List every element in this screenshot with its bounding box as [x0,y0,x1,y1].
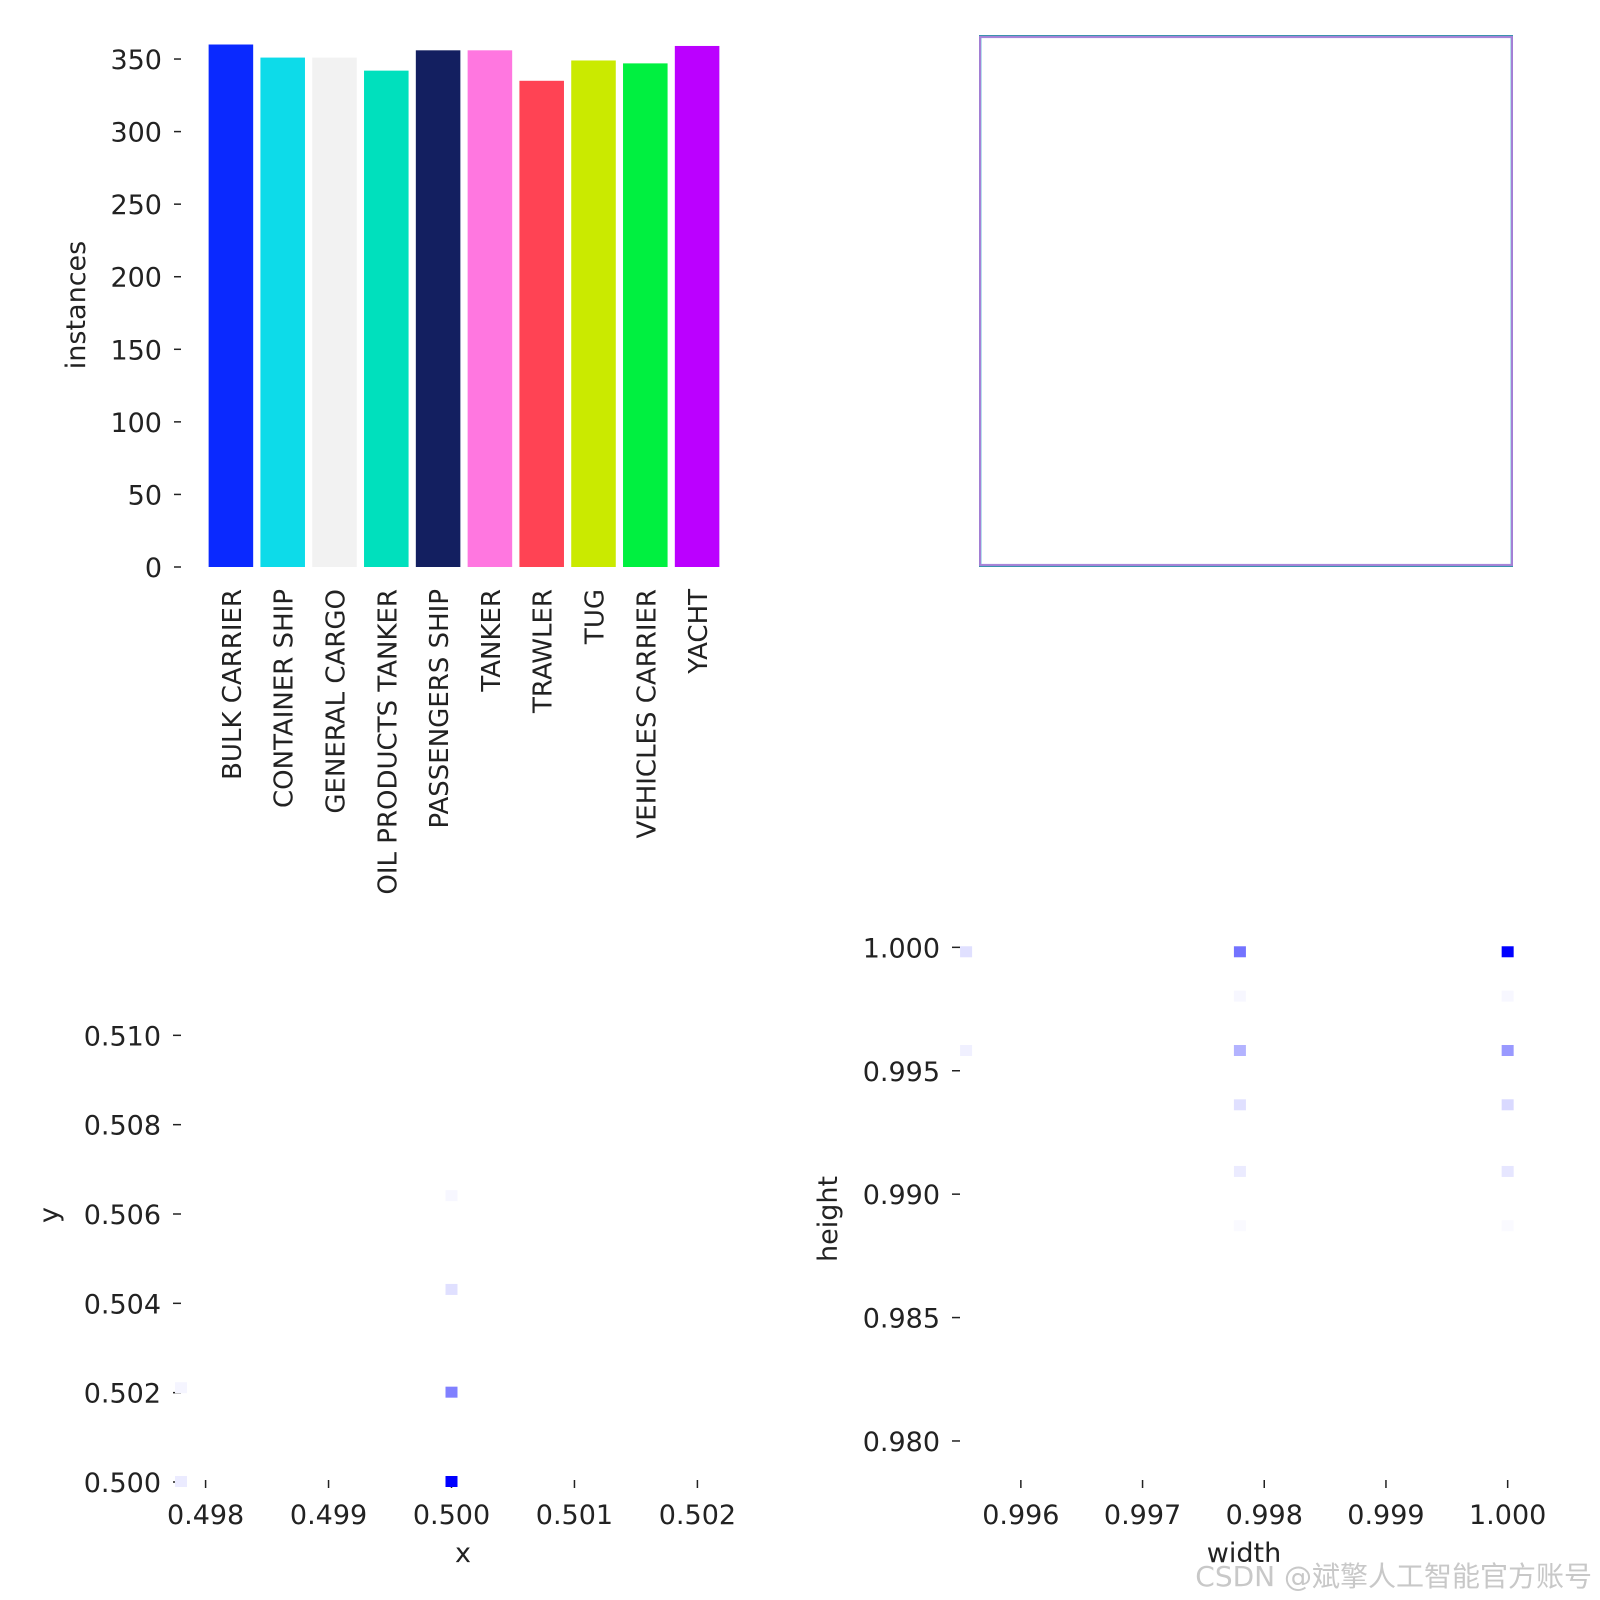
x-tick-label: 0.502 [659,1500,736,1531]
y-tick-label: 0.995 [863,1057,940,1088]
x-tick-label: 0.996 [982,1500,1059,1531]
bar-y-tick-label: 150 [110,335,162,366]
heatmap-cell [175,1476,187,1487]
width-height-heatmap: width height 0.996 0.997 0.998 0.999 1.000 0.… [813,933,1546,1569]
bar [623,63,668,568]
bar [519,80,564,567]
heatmap-cell [445,1283,458,1295]
bar [312,57,357,567]
watermark: CSDN @斌擎人工智能官方账号 [1195,1560,1592,1593]
y-tick-label: 0.508 [84,1111,161,1142]
y-tick-label: 0.506 [84,1200,161,1231]
y-tick-label: 0.980 [863,1427,940,1458]
bar-category-label: GENERAL CARGO [322,589,352,814]
bar-y-tick-label: 50 [128,480,162,511]
heatmap-cell [1233,1165,1246,1177]
box-outline [979,36,1513,566]
wh-x-axis-label: width [1207,1538,1281,1569]
y-tick-label: 0.510 [84,1021,161,1052]
heatmap-cell [1501,946,1514,958]
x-tick-label: 0.997 [1104,1500,1181,1531]
heatmap-cell [1233,1099,1246,1111]
bar-category-label: TRAWLER [529,589,559,714]
bar-category-label: TUG [581,589,611,645]
bar-category-label: YACHT [684,589,714,675]
heatmap-cell [445,1190,458,1202]
heatmap-cell [175,1382,187,1394]
bar-category-label: BULK CARRIER [218,589,248,780]
heatmap-cell [1233,1220,1246,1232]
heatmap-cell [1233,990,1246,1002]
bar-y-tick-label: 350 [110,45,162,76]
y-tick-label: 0.500 [84,1468,161,1499]
box-outline [979,35,1513,567]
bar-y-tick-label: 0 [145,553,162,584]
bar-y-tick-label: 250 [110,190,162,221]
xy-x-axis-label: x [455,1538,471,1569]
x-tick-label: 0.999 [1347,1500,1424,1531]
bar [208,44,254,568]
heatmap-cell [1501,1099,1514,1111]
class-instances-bar-chart: instances 0 50 100 150 200 250 300 350 BULK CARR… [61,44,720,895]
bar-category-label: VEHICLES CARRIER [632,589,662,839]
heatmap-cell [445,1476,458,1487]
heatmap-cell [445,1386,458,1398]
heatmap-cell [1233,1045,1246,1057]
bar [467,50,513,568]
y-tick-label: 0.990 [863,1180,940,1211]
x-tick-label: 0.499 [290,1500,367,1531]
bar-category-label: TANKER [477,589,507,693]
bar-category-label: OIL PRODUCTS TANKER [373,589,403,895]
bar-category-label: CONTAINER SHIP [270,589,300,808]
xy-heatmap: x y 0.498 0.499 0.500 0.501 0.502 0.500 0.502 0… [34,1021,736,1569]
bar [674,45,720,568]
y-tick-label: 0.502 [84,1379,161,1410]
x-tick-label: 0.501 [536,1500,613,1531]
heatmap-cell [1501,1165,1514,1177]
heatmap-cell [1501,990,1514,1002]
bar-y-tick-label: 300 [110,118,162,149]
bar-category-label: PASSENGERS SHIP [425,589,455,829]
xy-y-axis-label: y [34,1207,65,1223]
wh-y-axis-label: height [813,1176,844,1262]
heatmap-cell [960,1045,973,1057]
box-outline [979,36,1513,566]
bar-y-axis-label: instances [61,241,92,369]
bar [260,57,305,567]
x-tick-label: 0.498 [167,1500,244,1531]
bar-y-tick-label: 100 [110,408,162,439]
heatmap-cell [1233,946,1246,958]
bar [415,50,461,568]
x-tick-label: 0.500 [413,1500,490,1531]
y-tick-label: 1.000 [863,933,940,964]
bar-y-tick-label: 200 [110,263,162,294]
y-tick-label: 0.504 [84,1289,161,1320]
x-tick-label: 1.000 [1469,1500,1546,1531]
heatmap-cell [1501,1045,1514,1057]
x-tick-label: 0.998 [1226,1500,1303,1531]
heatmap-cell [1501,1220,1514,1232]
y-tick-label: 0.985 [863,1304,940,1335]
bar [571,60,616,567]
bar [364,70,409,567]
heatmap-cell [960,946,973,958]
box-outlines-panel [979,35,1513,567]
